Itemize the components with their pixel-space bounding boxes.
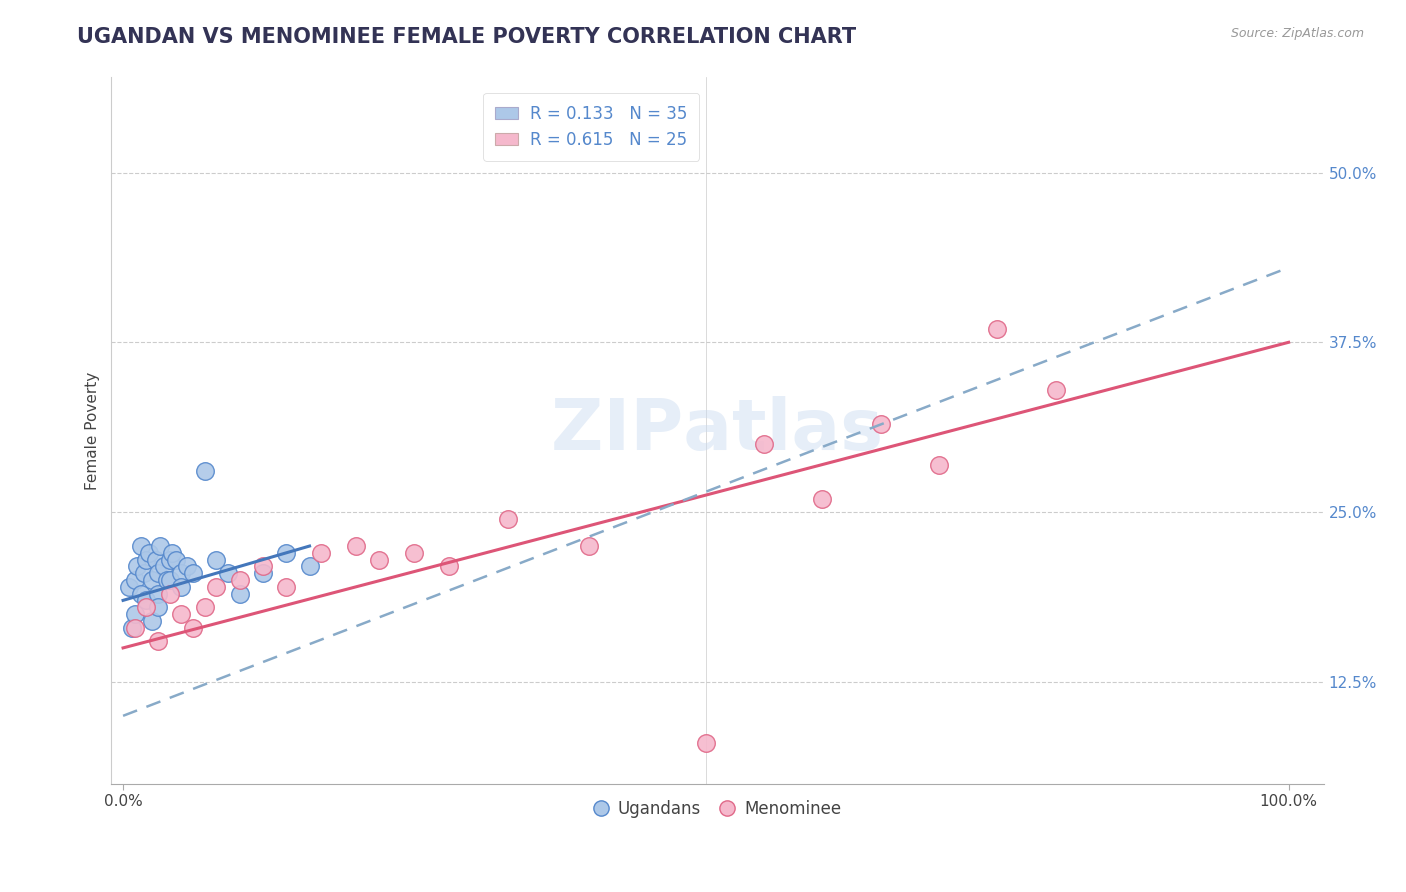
Legend: Ugandans, Menominee: Ugandans, Menominee (588, 794, 848, 825)
Point (404, 546, 426, 560)
Point (752, 437, 775, 451)
Point (181, 566, 204, 581)
Point (135, 593, 157, 607)
Text: ZIP​atlas: ZIP​atlas (551, 396, 883, 465)
Point (129, 586, 152, 600)
Point (439, 559, 461, 574)
Point (141, 614, 163, 628)
Point (1045, 383, 1067, 397)
Point (160, 546, 183, 560)
Point (252, 559, 274, 574)
Point (121, 621, 143, 635)
Point (205, 580, 228, 594)
Point (146, 586, 169, 600)
Point (228, 573, 250, 587)
Point (578, 539, 600, 553)
Point (496, 512, 519, 526)
Point (205, 552, 228, 566)
Point (344, 539, 367, 553)
Point (194, 464, 217, 478)
Point (125, 559, 148, 574)
Point (138, 546, 160, 560)
Point (170, 607, 193, 621)
Point (217, 566, 239, 581)
Point (986, 322, 1008, 336)
Point (276, 546, 298, 560)
Point (194, 600, 217, 615)
Point (165, 552, 187, 566)
Point (181, 621, 204, 635)
Point (170, 566, 193, 581)
Point (156, 573, 179, 587)
Point (176, 559, 198, 574)
Point (124, 621, 146, 635)
Point (928, 458, 950, 472)
Point (124, 607, 146, 621)
Point (228, 586, 250, 600)
Point (146, 634, 169, 648)
Point (170, 580, 193, 594)
Point (135, 552, 157, 566)
Point (153, 559, 176, 574)
Point (135, 600, 157, 615)
Point (159, 586, 181, 600)
Point (118, 580, 141, 594)
Point (124, 573, 146, 587)
Y-axis label: Female Poverty: Female Poverty (86, 371, 100, 490)
Point (695, 736, 717, 750)
Point (298, 559, 321, 574)
Point (129, 539, 152, 553)
Point (145, 552, 167, 566)
Point (159, 552, 181, 566)
Point (132, 566, 155, 581)
Point (276, 580, 298, 594)
Point (159, 573, 181, 587)
Text: Source: ZipAtlas.com: Source: ZipAtlas.com (1230, 27, 1364, 40)
Point (811, 491, 834, 506)
Point (141, 573, 163, 587)
Text: UGANDAN VS MENOMINEE FEMALE POVERTY CORRELATION CHART: UGANDAN VS MENOMINEE FEMALE POVERTY CORR… (77, 27, 856, 46)
Point (146, 600, 169, 615)
Point (368, 552, 391, 566)
Point (309, 546, 332, 560)
Point (146, 566, 169, 581)
Point (869, 417, 891, 431)
Point (252, 566, 274, 581)
Point (149, 539, 172, 553)
